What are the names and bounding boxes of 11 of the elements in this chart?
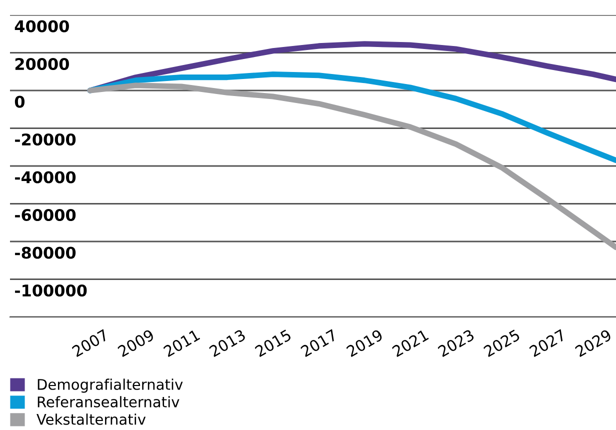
y-tick-label: -100000 [15,284,87,297]
legend-label: Vekstalternativ [36,414,146,425]
y-tick-label: 20000 [15,58,69,70]
y-tick-label: 40000 [14,20,69,32]
y-tick-label: -40000 [15,171,76,184]
y-tick-label: -80000 [15,246,76,259]
legend-label: Referansealternativ [38,396,180,408]
y-tick-label: 0 [14,96,25,108]
y-tick-label: -20000 [15,133,76,146]
y-tick-label: -60000 [15,208,76,222]
legend-label: Demografialternativ [38,378,183,393]
